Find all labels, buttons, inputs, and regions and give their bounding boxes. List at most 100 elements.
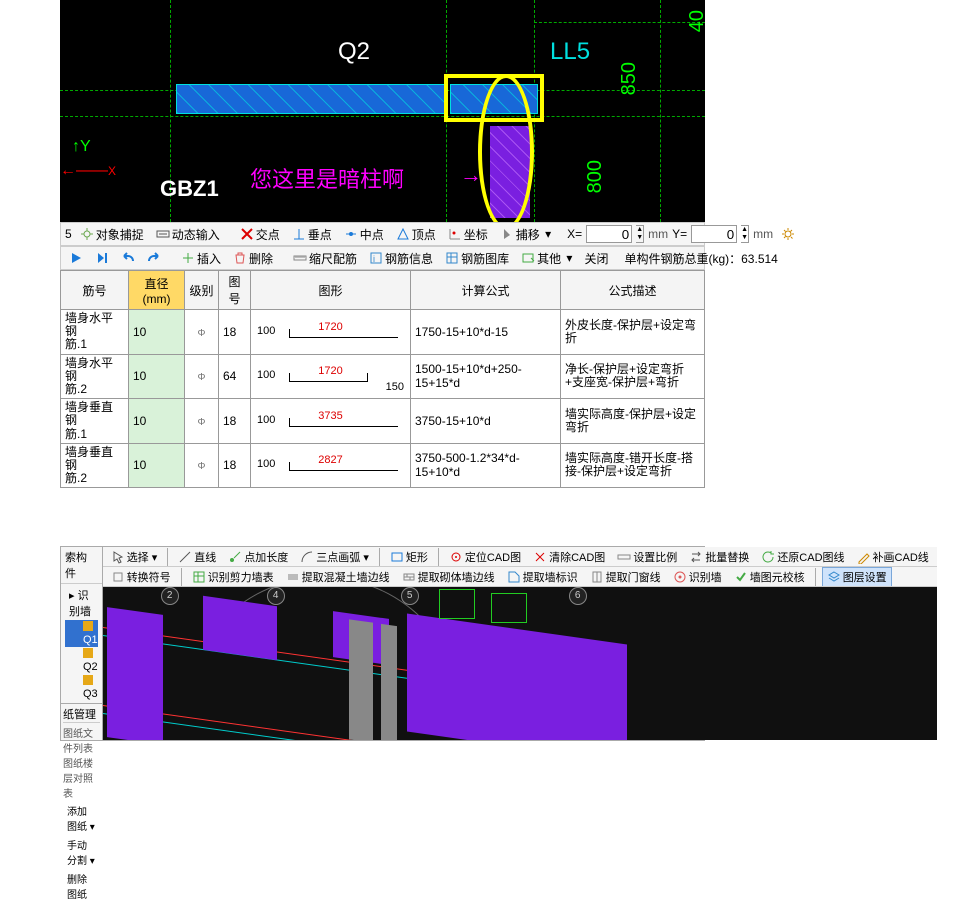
rebar-total-label: 单构件钢筋总重(kg)：63.514	[624, 250, 777, 267]
redo-button[interactable]	[143, 250, 165, 266]
gear-button[interactable]	[777, 226, 799, 242]
info-icon: i	[369, 251, 383, 265]
masonry-wall-button[interactable]: 提取砌体墙边线	[398, 568, 499, 586]
cell-shape: 1002827	[251, 443, 411, 488]
obj-snap-button[interactable]: 对象捕捉	[76, 225, 148, 244]
insert-button[interactable]: 插入	[177, 249, 225, 268]
undo-button[interactable]	[117, 250, 139, 266]
component-tree[interactable]: ▸ 识别墙 Q1Q2Q3	[61, 584, 102, 703]
tree-item-q1[interactable]: Q1	[65, 620, 98, 647]
cell-formula: 3750-15+10*d	[411, 399, 561, 444]
axis-y-icon: ↑Y	[72, 138, 91, 156]
col-tuxing[interactable]: 图形	[251, 271, 411, 310]
door-window-button[interactable]: 提取门窗线	[586, 568, 665, 586]
endpoint-icon	[396, 227, 410, 241]
convert-symbol-button[interactable]: 转换符号	[107, 568, 175, 586]
close-button[interactable]: 关闭	[580, 249, 612, 268]
convert-icon	[111, 570, 125, 584]
coord-icon	[448, 227, 462, 241]
jiaodian-button[interactable]: 交点	[236, 225, 284, 244]
delete-drawing-button[interactable]: 删除图纸	[63, 870, 100, 902]
cell-dia[interactable]: 10	[129, 399, 185, 444]
line-icon	[178, 550, 192, 564]
line-button[interactable]: 直线	[174, 548, 220, 566]
svg-text:i: i	[373, 254, 375, 264]
layer-settings-button[interactable]: 图层设置	[822, 567, 892, 587]
concrete-wall-button[interactable]: 提取混凝土墙边线	[282, 568, 394, 586]
chuidian-button[interactable]: 垂点	[288, 225, 336, 244]
draw-cad-button[interactable]: 补画CAD线	[853, 548, 933, 566]
add-drawing-combo[interactable]: 添加图纸 ▾	[63, 802, 100, 834]
clear-cad-button[interactable]: 清除CAD图	[529, 548, 609, 566]
manual-split-combo[interactable]: 手动分割 ▾	[63, 836, 100, 868]
rebar-info-button[interactable]: i钢筋信息	[365, 249, 437, 268]
other-button[interactable]: 其他 ▾	[517, 249, 576, 268]
col-gongshi[interactable]: 计算公式	[411, 271, 561, 310]
col-jinhao[interactable]: 筋号	[61, 271, 129, 310]
cell-dia[interactable]: 10	[129, 354, 185, 399]
locate-icon	[449, 550, 463, 564]
snap-icon	[80, 227, 94, 241]
cad-viewport-1[interactable]: Q2 LL5 GBZ1 您这里是暗柱啊 → 850 800 40 ↑Y ←——X	[60, 0, 705, 222]
point-length-button[interactable]: 点加长度	[224, 548, 292, 566]
x-spinner[interactable]: ▲▼	[636, 225, 644, 243]
table-row[interactable]: 墙身垂直钢筋.110Φ1810037353750-15+10*d墙实际高度-保护…	[61, 399, 705, 444]
recognize-wall-button[interactable]: 识别墙	[669, 568, 726, 586]
shearwall-table-button[interactable]: 识别剪力墙表	[188, 568, 278, 586]
locate-cad-button[interactable]: 定位CAD图	[445, 548, 525, 566]
cell-name: 墙身水平钢筋.2	[61, 354, 129, 399]
tree-item-q2[interactable]: Q2	[65, 647, 98, 674]
axis-node-5: 5	[401, 587, 419, 605]
rebar-lib-button[interactable]: 钢筋图库	[441, 249, 513, 268]
scale-icon	[617, 550, 631, 564]
cad-viewport-2[interactable]: 2 4 5 6	[103, 587, 937, 740]
arc-icon	[300, 550, 314, 564]
buhuo-button[interactable]: 捕移 ▾	[496, 225, 555, 244]
table-row[interactable]: 墙身水平钢筋.110Φ1810017201750-15+10*d-15外皮长度-…	[61, 310, 705, 355]
wall-id-button[interactable]: 提取墙标识	[503, 568, 582, 586]
dyn-input-button[interactable]: 动态输入	[152, 225, 224, 244]
rect-button[interactable]: 矩形	[386, 548, 432, 566]
left-marker: 5	[65, 227, 72, 241]
rect-icon	[390, 550, 404, 564]
y-label: Y=	[672, 227, 687, 241]
col-tuhao[interactable]: 图号	[219, 271, 251, 310]
wall-icon	[83, 675, 93, 685]
wall-check-button[interactable]: 墙图元校核	[730, 568, 809, 586]
col-zhijing[interactable]: 直径(mm)	[129, 271, 185, 310]
select-button[interactable]: 选择 ▾	[107, 548, 162, 566]
scale-button[interactable]: 设置比例	[613, 548, 681, 566]
play-button[interactable]	[65, 250, 87, 266]
table-row[interactable]: 墙身垂直钢筋.210Φ1810028273750-500-1.2*34*d-15…	[61, 443, 705, 488]
restore-icon	[761, 550, 775, 564]
table-icon	[192, 570, 206, 584]
scale-rebar-button[interactable]: 缩尺配筋	[289, 249, 361, 268]
cell-tuhao: 18	[219, 310, 251, 355]
zuobiao-button[interactable]: 坐标	[444, 225, 492, 244]
dingdian-button[interactable]: 顶点	[392, 225, 440, 244]
arc-button[interactable]: 三点画弧 ▾	[296, 548, 373, 566]
rebar-table: 筋号 直径(mm) 级别 图号 图形 计算公式 公式描述 墙身水平钢筋.110Φ…	[60, 270, 705, 488]
x-input[interactable]	[586, 225, 632, 243]
cell-name: 墙身垂直钢筋.2	[61, 443, 129, 488]
col-jibie[interactable]: 级别	[185, 271, 219, 310]
tree-root[interactable]: ▸ 识别墙	[65, 586, 98, 620]
tree-item-q3[interactable]: Q3	[65, 674, 98, 701]
midpoint-icon	[344, 227, 358, 241]
cell-dia[interactable]: 10	[129, 443, 185, 488]
next-button[interactable]	[91, 250, 113, 266]
cell-level: Φ	[185, 399, 219, 444]
cell-dia[interactable]: 10	[129, 310, 185, 355]
restore-cad-button[interactable]: 还原CAD图线	[757, 548, 848, 566]
y-input[interactable]	[691, 225, 737, 243]
axis-x-icon: ←——X	[60, 162, 116, 180]
wall-icon	[83, 648, 93, 658]
other-icon	[521, 251, 535, 265]
zhongdian-button[interactable]: 中点	[340, 225, 388, 244]
batch-replace-button[interactable]: 批量替换	[685, 548, 753, 566]
delete-button[interactable]: 删除	[229, 249, 277, 268]
y-spinner[interactable]: ▲▼	[741, 225, 749, 243]
col-miaoshu[interactable]: 公式描述	[561, 271, 705, 310]
cell-shape: 1001501720	[251, 354, 411, 399]
table-row[interactable]: 墙身水平钢筋.210Φ6410015017201500-15+10*d+250-…	[61, 354, 705, 399]
